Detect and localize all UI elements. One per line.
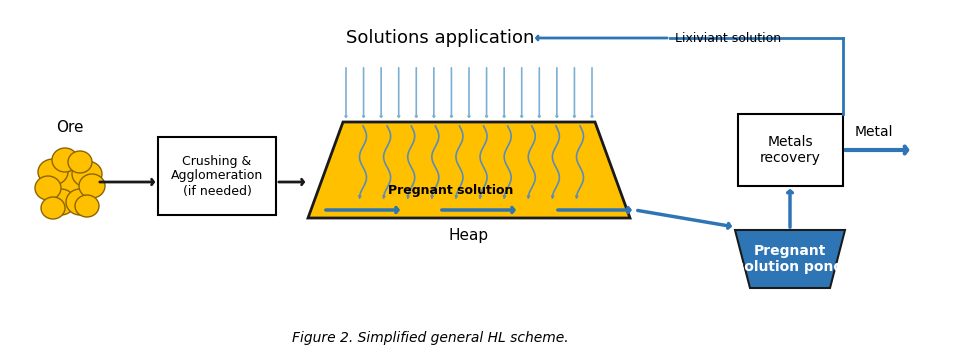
Bar	[738, 114, 843, 186]
Ellipse shape	[47, 189, 75, 215]
Text: Heap: Heap	[449, 228, 489, 243]
Text: Figure 2. Simplified general HL scheme.: Figure 2. Simplified general HL scheme.	[292, 331, 568, 345]
Ellipse shape	[38, 159, 68, 185]
Ellipse shape	[41, 197, 65, 219]
Text: Pregnant solution: Pregnant solution	[388, 184, 514, 197]
Polygon shape	[308, 122, 630, 218]
Ellipse shape	[75, 195, 99, 217]
Polygon shape	[735, 230, 845, 288]
Ellipse shape	[52, 148, 78, 172]
Text: Lixiviant solution: Lixiviant solution	[675, 31, 781, 45]
Text: Ore: Ore	[56, 120, 84, 135]
Ellipse shape	[79, 174, 105, 198]
Ellipse shape	[66, 189, 94, 215]
Ellipse shape	[35, 176, 61, 200]
Ellipse shape	[54, 168, 86, 196]
Text: Pregnant
solution pond: Pregnant solution pond	[737, 244, 844, 274]
Text: Crushing &
Agglomeration
(if needed): Crushing & Agglomeration (if needed)	[171, 154, 263, 198]
Bar	[158, 137, 276, 215]
Text: Solutions application: Solutions application	[345, 29, 534, 47]
Ellipse shape	[72, 161, 102, 187]
Text: Metals
recovery: Metals recovery	[760, 135, 820, 165]
Ellipse shape	[68, 151, 92, 173]
Text: Metal: Metal	[854, 125, 893, 139]
